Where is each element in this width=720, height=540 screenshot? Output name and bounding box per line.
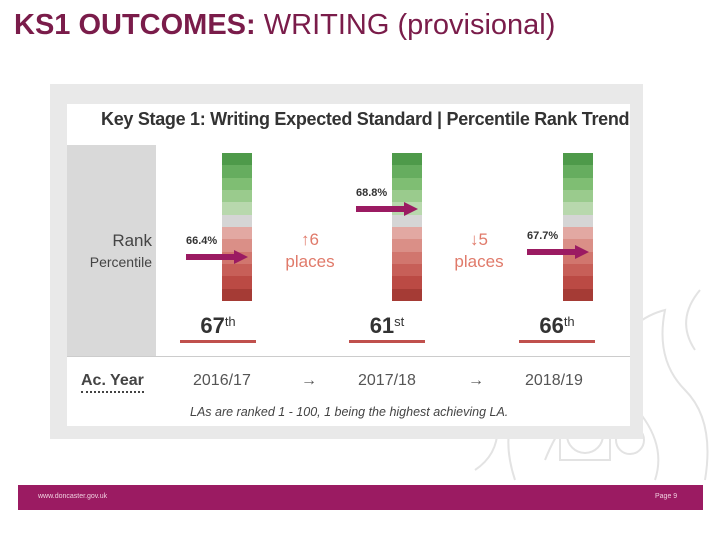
scale-segment <box>563 226 593 240</box>
up-arrow-icon: ↑ <box>301 230 310 249</box>
scale-segment <box>563 263 593 277</box>
percentile-label: Percentile <box>89 254 152 270</box>
movement-word: places <box>285 252 335 271</box>
scale-segment <box>392 177 422 190</box>
footer-page-number: Page 9 <box>655 493 678 500</box>
scale-segment <box>222 189 252 203</box>
scale-segment <box>392 153 422 166</box>
year-label: 2016/17 <box>193 372 251 389</box>
scale-segment <box>222 214 252 227</box>
scale-segment <box>563 189 593 203</box>
scale-segment <box>563 153 593 166</box>
movement-up: ↑6 places <box>272 229 348 273</box>
scale-segment <box>563 214 593 227</box>
rank-number: 67 <box>200 313 225 338</box>
scale-segment <box>392 165 422 178</box>
percentile-scale <box>563 153 593 301</box>
percentile-scale <box>392 153 422 301</box>
scale-segment <box>222 153 252 166</box>
scale-segment <box>222 239 252 252</box>
movement-count: 6 <box>309 230 319 249</box>
ranking-note: LAs are ranked 1 - 100, 1 being the high… <box>190 405 509 419</box>
scale-segment <box>563 165 593 178</box>
rank-value: 61st <box>349 312 425 343</box>
label-column <box>67 145 156 356</box>
attainment-value: 67.7% <box>527 230 559 243</box>
scale-segment <box>222 165 252 178</box>
movement-count: 5 <box>478 230 488 249</box>
pointer-arrow-icon <box>356 202 418 217</box>
percentile-scale <box>222 153 252 301</box>
scale-segment <box>563 288 593 301</box>
scale-segment <box>222 202 252 215</box>
rank-number: 66 <box>539 313 564 338</box>
right-arrow-icon: → <box>301 372 317 389</box>
rank-suffix: th <box>224 314 236 329</box>
scale-segment <box>563 276 593 289</box>
rank-suffix: th <box>563 314 575 329</box>
movement-down: ↓5 places <box>441 229 517 273</box>
chart-card <box>67 104 630 426</box>
footer-bar <box>18 485 703 510</box>
scale-segment <box>392 276 422 289</box>
scale-segment <box>222 226 252 240</box>
card-title: Key Stage 1: Writing Expected Standard |… <box>101 109 630 129</box>
slide-title: KS1 OUTCOMES: WRITING (provisional) <box>14 9 555 42</box>
pointer-arrow-icon <box>186 249 248 264</box>
scale-segment <box>392 226 422 240</box>
rank-label: Rank <box>112 231 152 250</box>
slide-title-bold: KS1 OUTCOMES: <box>14 9 256 41</box>
scale-segment <box>392 189 422 203</box>
scale-segment <box>563 177 593 190</box>
scale-segment <box>222 276 252 289</box>
rank-suffix: st <box>394 314 405 329</box>
attainment-value: 66.4% <box>186 234 218 247</box>
pointer-arrow-icon <box>527 245 589 260</box>
down-arrow-icon: ↓ <box>470 230 479 249</box>
rank-value: 67th <box>180 312 256 343</box>
slide-title-rest: WRITING (provisional) <box>263 9 556 41</box>
movement-word: places <box>454 252 504 271</box>
scale-segment <box>392 214 422 227</box>
rank-value: 66th <box>519 312 595 343</box>
scale-segment <box>222 263 252 277</box>
scale-segment <box>392 288 422 301</box>
divider <box>67 356 630 357</box>
rank-number: 61 <box>369 313 395 338</box>
scale-segment <box>222 288 252 301</box>
attainment-value: 68.8% <box>356 187 388 200</box>
scale-segment <box>563 202 593 215</box>
year-label: 2018/19 <box>525 372 583 389</box>
scale-segment <box>563 239 593 252</box>
scale-segment <box>222 177 252 190</box>
footer-url[interactable]: www.doncaster.gov.uk <box>38 493 108 500</box>
year-label: 2017/18 <box>358 372 416 389</box>
right-arrow-icon: → <box>468 372 484 389</box>
scale-segment <box>392 263 422 277</box>
scale-segment <box>392 251 422 264</box>
ac-year-label: Ac. Year <box>81 372 144 393</box>
scale-segment <box>392 239 422 252</box>
